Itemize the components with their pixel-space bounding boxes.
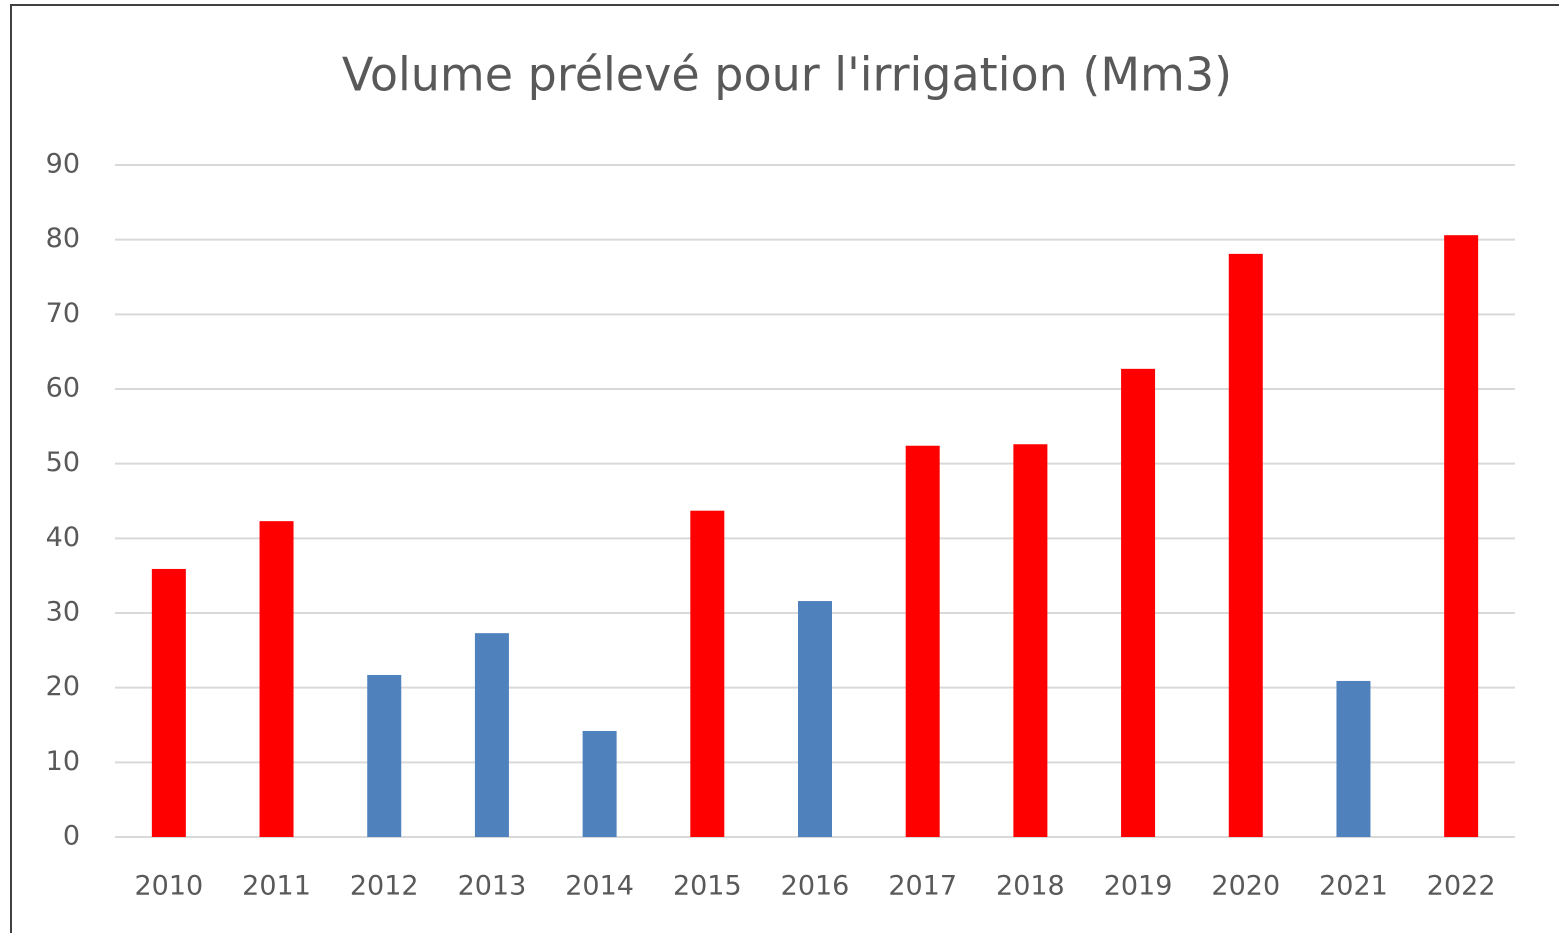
x-tick-label: 2014 [565,871,634,902]
bar [474,633,509,837]
bar [1336,680,1371,837]
y-tick-label: 0 [63,821,80,852]
y-tick-label: 50 [46,447,80,478]
x-tick-label: 2016 [781,871,850,902]
bar [582,730,617,837]
bar [1444,235,1479,838]
bar [1121,368,1156,837]
y-tick-label: 70 [46,298,80,329]
x-tick-label: 2015 [673,871,742,902]
x-tick-label: 2013 [458,871,527,902]
y-tick-label: 60 [46,373,80,404]
bar [798,601,832,837]
x-tick-label: 2010 [134,871,203,902]
chart-title: Volume prélevé pour l'irrigation (Mm3) [342,48,1232,102]
y-tick-label: 80 [46,223,80,254]
x-tick-label: 2020 [1211,871,1280,902]
y-tick-label: 10 [46,746,80,777]
y-tick-label: 20 [46,671,80,702]
bar [259,521,294,837]
x-tick-label: 2018 [996,871,1065,902]
x-tick-label: 2021 [1319,871,1388,902]
bar [905,445,940,837]
bar [367,674,402,837]
x-tick-label: 2011 [242,871,311,902]
bar [1013,444,1048,837]
y-tick-label: 30 [46,597,80,628]
bar [690,510,725,837]
y-tick-label: 90 [46,149,80,180]
x-tick-label: 2017 [888,871,957,902]
x-tick-label: 2022 [1427,871,1496,902]
chart-border [10,4,1559,933]
bar [1228,253,1263,837]
bar [151,568,186,837]
y-tick-label: 40 [46,522,80,553]
x-tick-label: 2019 [1104,871,1173,902]
x-tick-label: 2012 [350,871,419,902]
